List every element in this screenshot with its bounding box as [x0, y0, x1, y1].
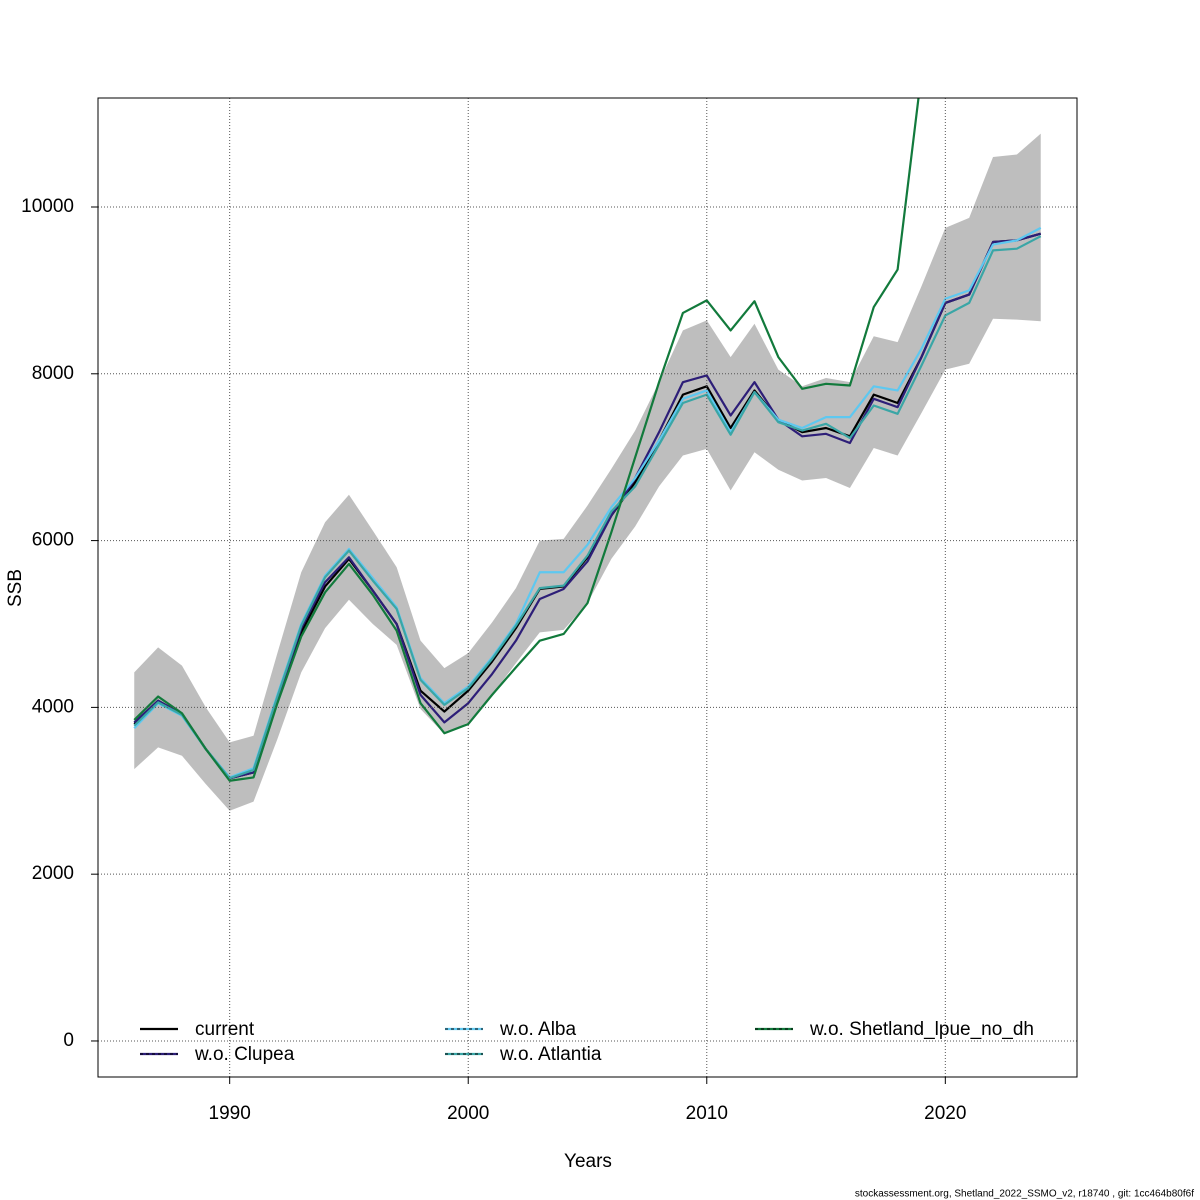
y-tick-label: 10000 — [21, 196, 74, 217]
y-tick-label: 6000 — [32, 530, 74, 551]
y-tick-label: 4000 — [32, 696, 74, 717]
legend-label: w.o. Atlantia — [499, 1044, 602, 1065]
y-tick-label: 8000 — [32, 363, 74, 384]
legend-label: current — [195, 1019, 255, 1040]
x-tick-label: 2020 — [924, 1103, 966, 1124]
footer: stockassessment.org, Shetland_2022_SSMO_… — [855, 1189, 1194, 1200]
y-tick-label: 0 — [63, 1030, 74, 1051]
legend-label: w.o. Alba — [499, 1019, 576, 1040]
series-line — [133, 235, 1042, 780]
confidence-band — [134, 133, 1041, 811]
plot-frame — [97, 97, 1078, 1078]
series-line — [133, 98, 920, 782]
legend-label: w.o. Clupea — [194, 1044, 295, 1065]
legend-label: w.o. Shetland_lpue_no_dh — [809, 1019, 1034, 1040]
y-tick-label: 2000 — [32, 863, 74, 884]
x-tick-label: 1990 — [209, 1103, 251, 1124]
x-axis-label: Years — [564, 1151, 612, 1172]
y-axis-label: SSB — [5, 569, 26, 607]
x-tick-label: 2010 — [686, 1103, 728, 1124]
x-tick-label: 2000 — [447, 1103, 489, 1124]
plot-area — [133, 98, 1042, 811]
